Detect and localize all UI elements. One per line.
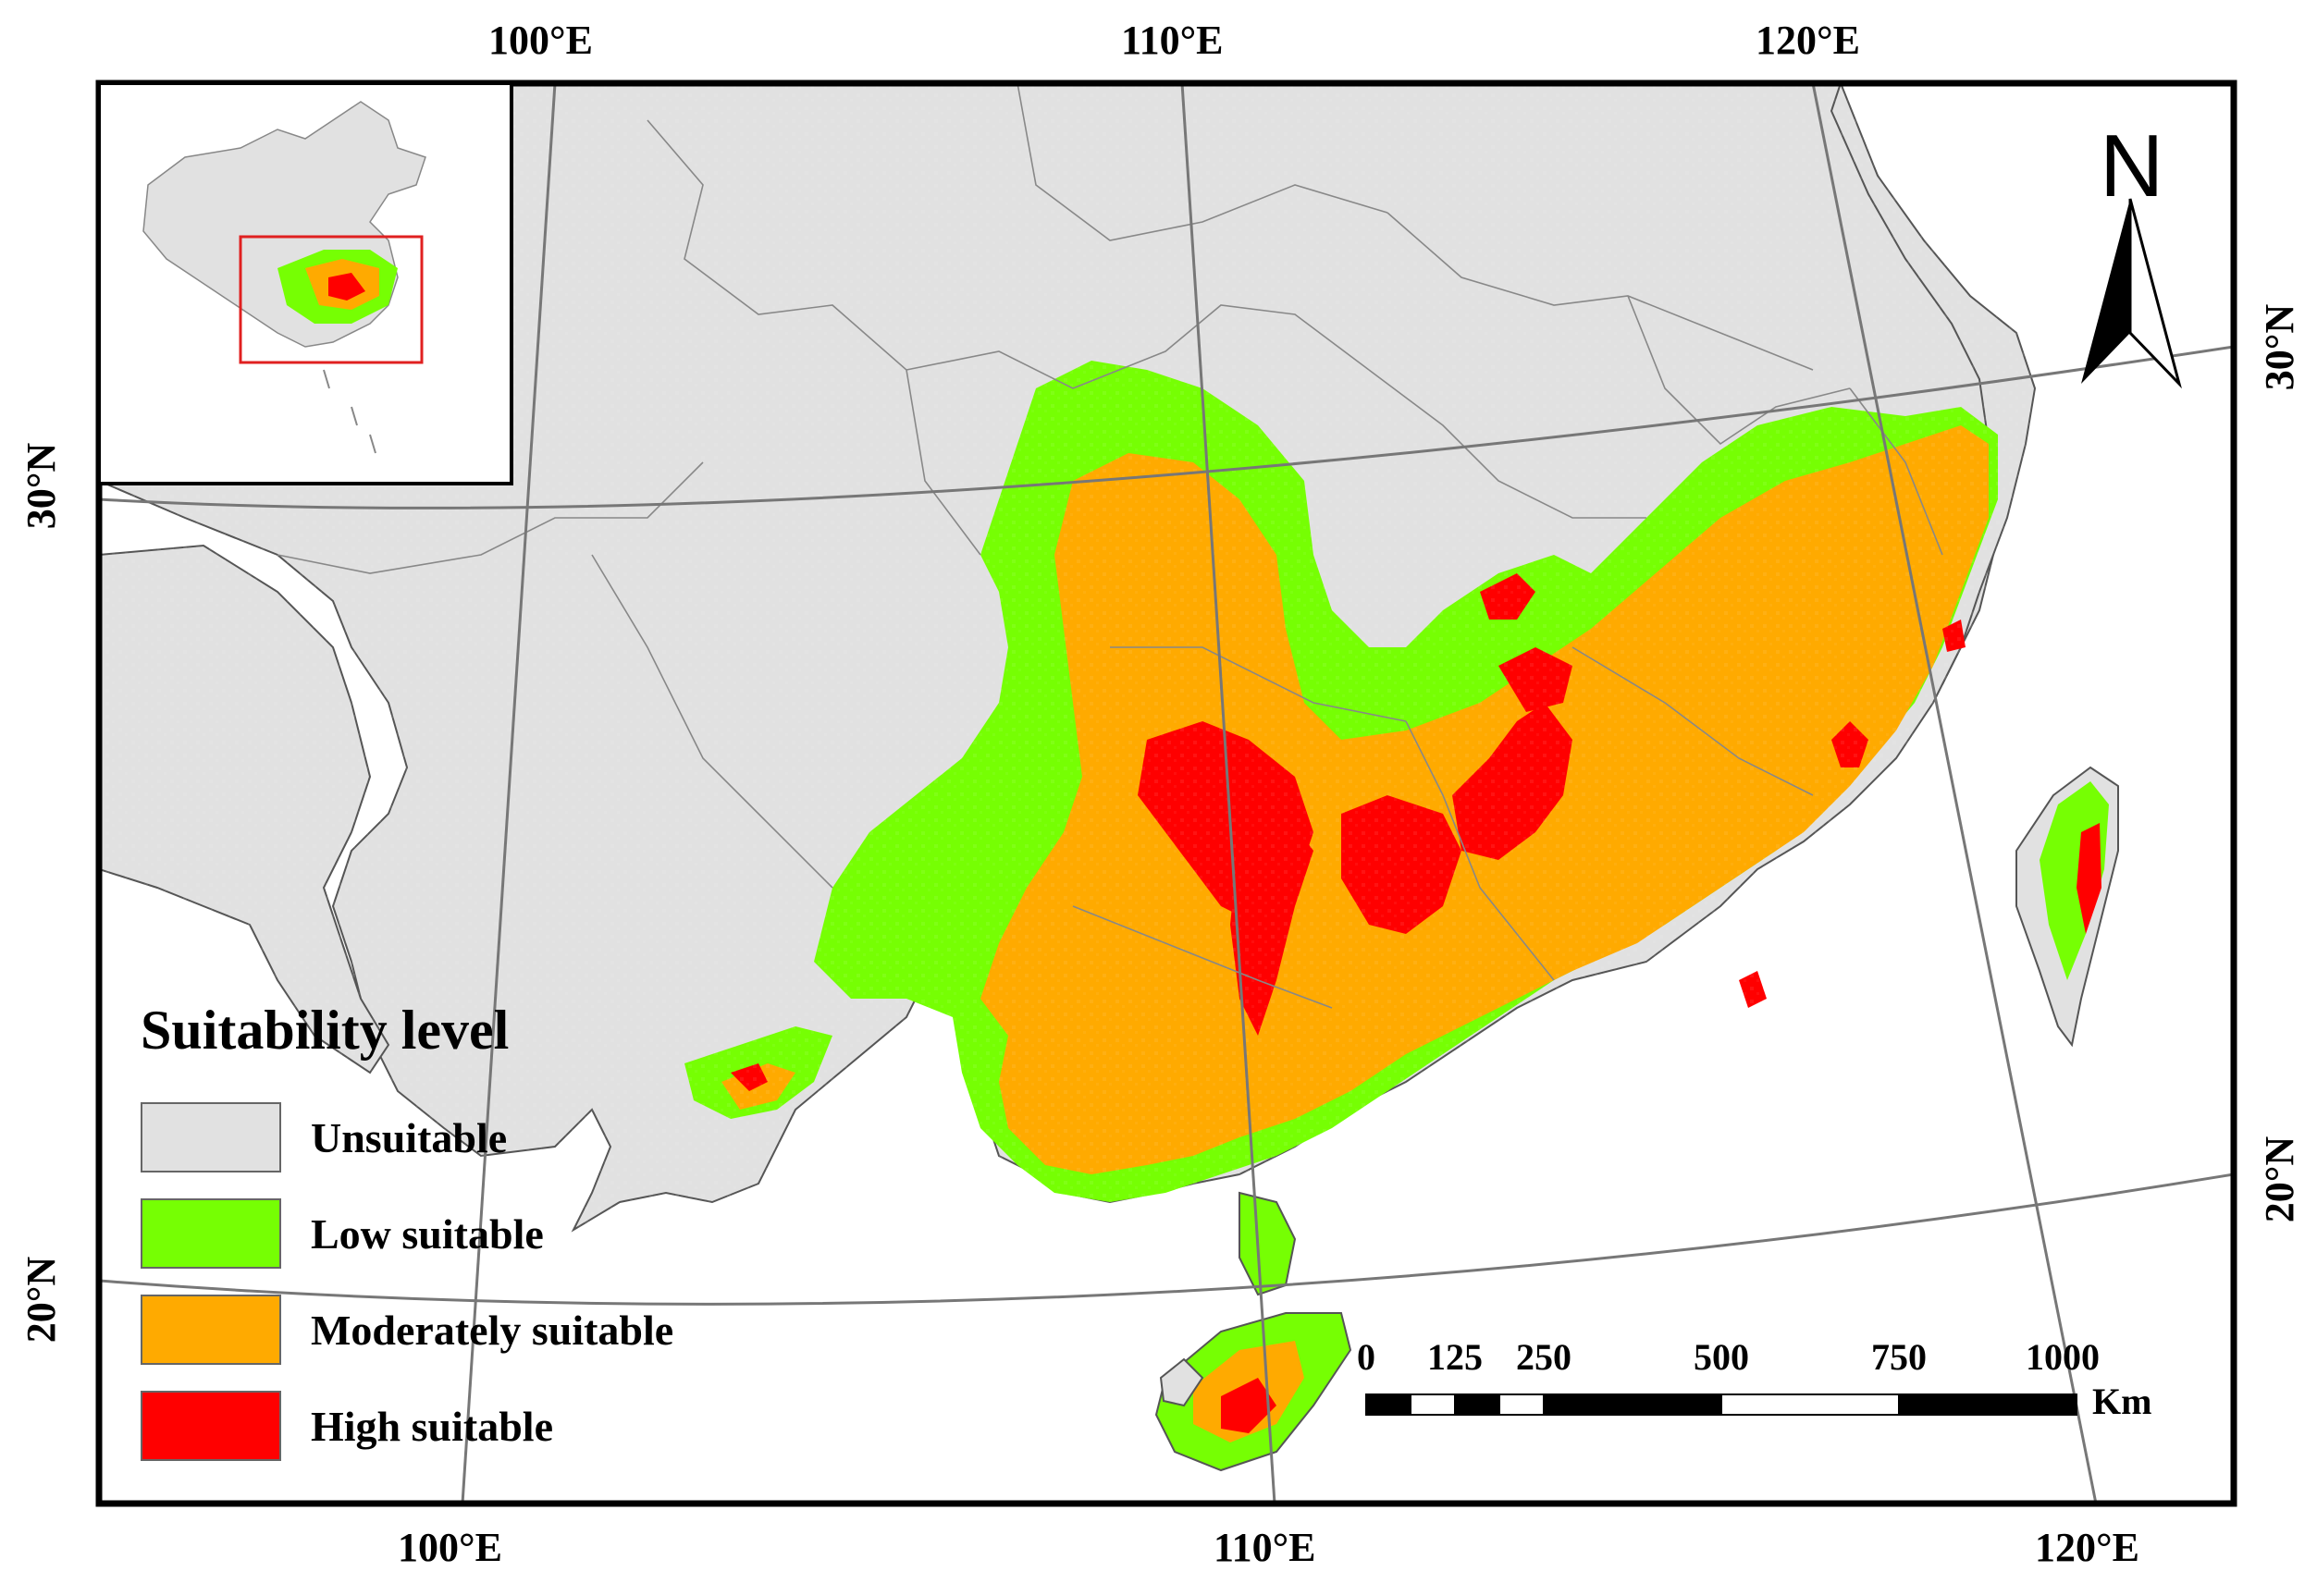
label-top-100e: 100°E	[488, 18, 593, 63]
inset-extent-box	[239, 235, 424, 364]
label-bottom-120e: 120°E	[2035, 1525, 2139, 1570]
label-bottom-110e: 110°E	[1214, 1525, 1316, 1570]
legend-swatch-moderate	[141, 1295, 281, 1365]
scale-tick-250: 250	[1516, 1336, 1571, 1378]
legend-swatch-unsuitable	[141, 1102, 281, 1172]
province-boundaries	[277, 83, 1943, 1009]
legend-label-high: High suitable	[311, 1402, 554, 1450]
scale-tick-750: 750	[1871, 1336, 1927, 1378]
inset-islands	[323, 369, 376, 454]
legend-label-low: Low suitable	[311, 1209, 544, 1258]
island-hainan-high	[1221, 1378, 1276, 1433]
island-taiwan-high	[2077, 823, 2101, 934]
scale-bar-graphic	[1365, 1393, 2077, 1416]
label-left-30n: 30°N	[18, 442, 65, 530]
scale-unit: Km	[2092, 1381, 2152, 1422]
label-top-110e: 110°E	[1121, 18, 1224, 63]
legend-title: Suitability level	[141, 1000, 510, 1061]
legend-label-moderate: Moderately suitable	[311, 1306, 674, 1354]
legend-label-unsuitable: Unsuitable	[311, 1113, 508, 1161]
legend-item-moderate: Moderately suitable	[141, 1295, 673, 1365]
scale-tick-500: 500	[1694, 1336, 1749, 1378]
legend-swatch-low	[141, 1198, 281, 1269]
inset-high	[328, 273, 365, 301]
graticule	[99, 83, 2234, 1504]
north-label: N	[2100, 117, 2164, 215]
legend-item-low: Low suitable	[141, 1198, 544, 1269]
label-top-120e: 120°E	[1756, 18, 1860, 63]
north-arrow-icon	[2081, 198, 2182, 389]
main-map	[99, 83, 2234, 1504]
scale-tick-1000: 1000	[2026, 1336, 2100, 1378]
legend-swatch-high	[141, 1391, 281, 1461]
label-left-20n: 20°N	[18, 1256, 65, 1344]
island-hainan-west	[1159, 1357, 1204, 1407]
inset-map	[97, 81, 513, 485]
scale-tick-0: 0	[1357, 1336, 1375, 1378]
legend-item-unsuitable: Unsuitable	[141, 1102, 507, 1172]
legend-item-high: High suitable	[141, 1391, 553, 1461]
scale-tick-125: 125	[1427, 1336, 1483, 1378]
label-right-30n: 30°N	[2257, 303, 2303, 391]
map-frame	[95, 80, 2237, 1507]
label-right-20n: 20°N	[2257, 1136, 2303, 1223]
label-bottom-100e: 100°E	[398, 1525, 502, 1570]
